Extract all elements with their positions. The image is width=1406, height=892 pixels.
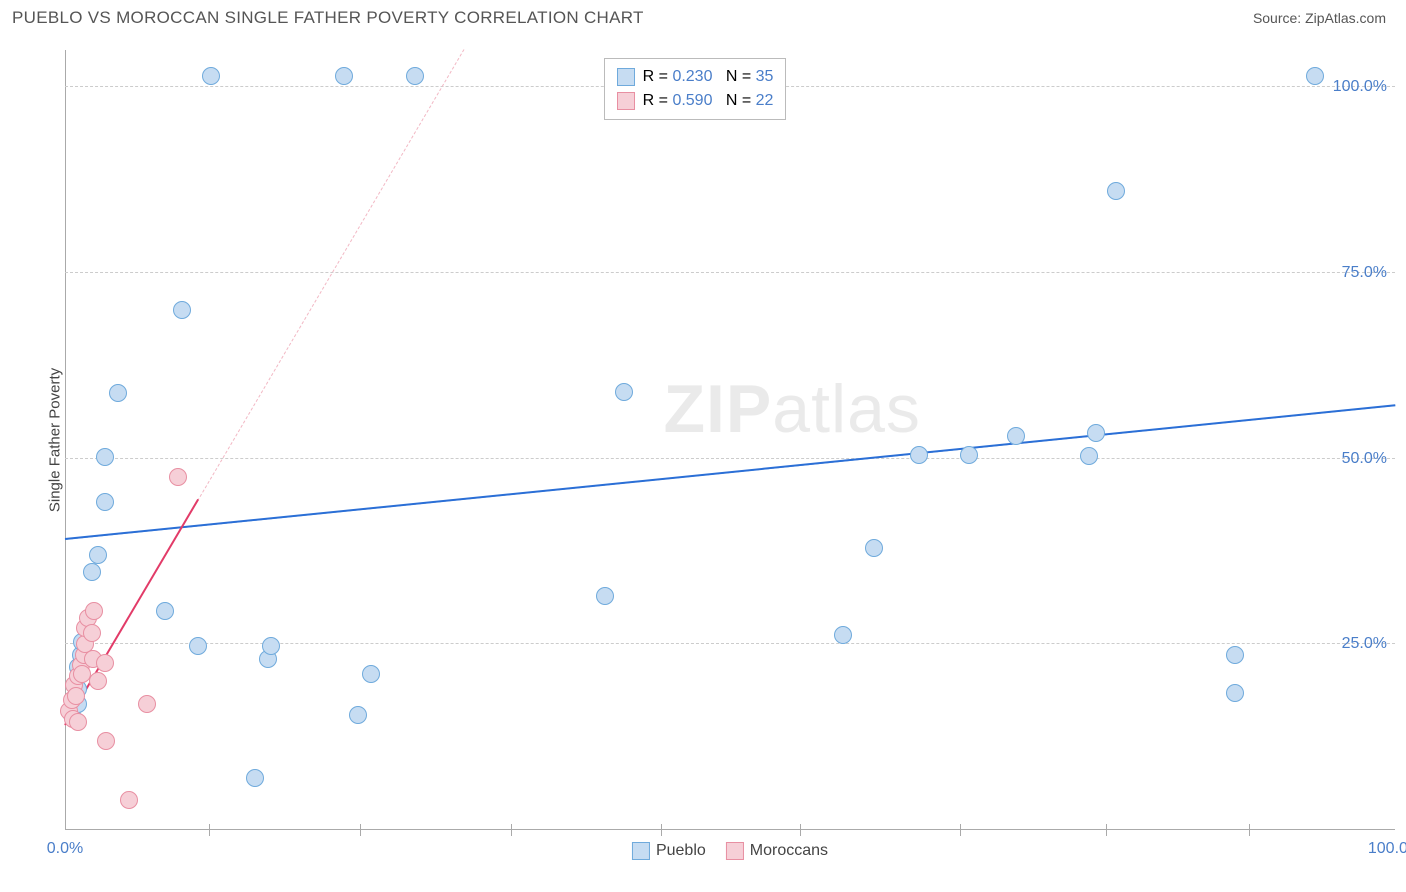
grid-line <box>65 272 1395 273</box>
data-point <box>138 695 156 713</box>
grid-line <box>65 458 1395 459</box>
data-point <box>67 687 85 705</box>
legend-row: R = 0.230 N = 35 <box>617 65 774 89</box>
data-point <box>89 672 107 690</box>
legend-label: Pueblo <box>656 842 706 860</box>
source-attribution: Source: ZipAtlas.com <box>1253 10 1386 26</box>
data-point <box>96 493 114 511</box>
legend-item: Pueblo <box>632 842 706 860</box>
data-point <box>156 602 174 620</box>
x-tick-mark <box>511 824 512 836</box>
x-tick-label: 0.0% <box>47 840 83 858</box>
legend-item: Moroccans <box>726 842 828 860</box>
chart-title: PUEBLO VS MOROCCAN SINGLE FATHER POVERTY… <box>12 8 644 28</box>
x-tick-mark <box>800 824 801 836</box>
y-tick-label: 50.0% <box>1342 450 1387 468</box>
data-point <box>910 446 928 464</box>
data-point <box>1306 67 1324 85</box>
data-point <box>960 446 978 464</box>
legend-swatch <box>726 842 744 860</box>
legend-swatch <box>617 92 635 110</box>
trend-line <box>65 405 1395 541</box>
data-point <box>1226 684 1244 702</box>
data-point <box>97 732 115 750</box>
data-point <box>1087 424 1105 442</box>
data-point <box>1007 427 1025 445</box>
data-point <box>834 626 852 644</box>
data-point <box>262 637 280 655</box>
x-tick-mark <box>209 824 210 836</box>
scatter-plot: 25.0%50.0%75.0%100.0%0.0%100.0%ZIPatlasR… <box>65 50 1395 830</box>
data-point <box>865 539 883 557</box>
data-point <box>89 546 107 564</box>
legend-swatch <box>617 68 635 86</box>
y-tick-label: 75.0% <box>1342 264 1387 282</box>
data-point <box>615 383 633 401</box>
data-point <box>1226 646 1244 664</box>
x-tick-mark <box>1249 824 1250 836</box>
legend-label: Moroccans <box>750 842 828 860</box>
data-point <box>69 713 87 731</box>
y-tick-label: 25.0% <box>1342 635 1387 653</box>
x-tick-mark <box>1106 824 1107 836</box>
data-point <box>335 67 353 85</box>
data-point <box>349 706 367 724</box>
data-point <box>85 602 103 620</box>
watermark: ZIPatlas <box>664 370 921 448</box>
data-point <box>362 665 380 683</box>
data-point <box>1107 182 1125 200</box>
correlation-legend: R = 0.230 N = 35 R = 0.590 N = 22 <box>604 58 787 120</box>
chart-container: Single Father Poverty 25.0% 50.0% 75.0% 100… <box>45 50 1395 830</box>
data-point <box>120 791 138 809</box>
x-tick-mark <box>360 824 361 836</box>
data-point <box>96 654 114 672</box>
data-point <box>189 637 207 655</box>
x-tick-mark <box>960 824 961 836</box>
series-legend: Pueblo Moroccans <box>632 842 828 860</box>
legend-stats: R = 0.590 N = 22 <box>643 92 774 110</box>
legend-swatch <box>632 842 650 860</box>
data-point <box>406 67 424 85</box>
y-axis-label: Single Father Poverty <box>47 368 64 512</box>
data-point <box>169 468 187 486</box>
y-tick-label: 100.0% <box>1333 78 1387 96</box>
data-point <box>246 769 264 787</box>
x-tick-mark <box>661 824 662 836</box>
data-point <box>83 624 101 642</box>
data-point <box>596 587 614 605</box>
data-point <box>202 67 220 85</box>
legend-stats: R = 0.230 N = 35 <box>643 68 774 86</box>
data-point <box>96 448 114 466</box>
data-point <box>109 384 127 402</box>
data-point <box>1080 447 1098 465</box>
x-tick-label: 100.0% <box>1368 840 1406 858</box>
data-point <box>173 301 191 319</box>
data-point <box>83 563 101 581</box>
x-axis <box>65 829 1395 830</box>
legend-row: R = 0.590 N = 22 <box>617 89 774 113</box>
